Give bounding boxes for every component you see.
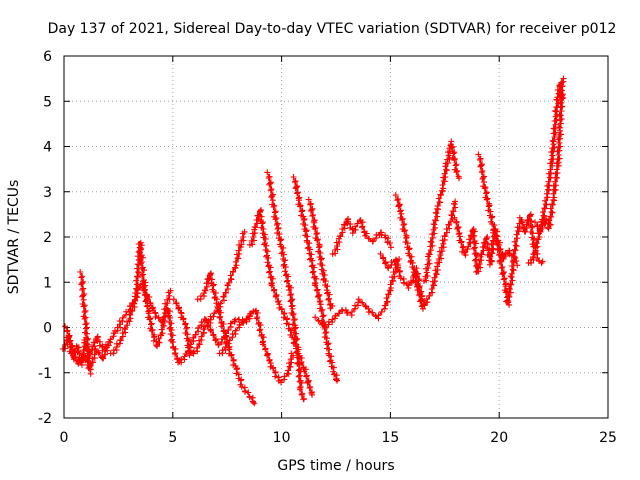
- series-markers: [290, 174, 340, 384]
- x-axis-label: GPS time / hours: [277, 458, 394, 474]
- series-track-20: [532, 75, 567, 235]
- series-markers: [329, 215, 394, 257]
- y-axis-label: SDTVAR / TECUs: [6, 180, 22, 295]
- series-track-4: [107, 239, 174, 357]
- series-line: [174, 232, 246, 356]
- series-markers: [305, 196, 336, 312]
- y-tick-label: -1: [38, 366, 52, 382]
- y-tick-label: -2: [38, 411, 52, 427]
- series-track-12: [312, 256, 403, 331]
- series-track-2: [62, 323, 112, 373]
- x-tick-label: 5: [168, 430, 177, 446]
- x-tick-label: 20: [490, 430, 508, 446]
- series-track-16: [421, 138, 463, 285]
- series-markers: [170, 228, 248, 359]
- x-tick-label: 10: [273, 430, 291, 446]
- series-track-7: [216, 307, 297, 386]
- y-tick-label: 3: [43, 185, 52, 201]
- series-line: [455, 218, 518, 274]
- chart-title: Day 137 of 2021, Sidereal Day-to-day VTE…: [48, 21, 617, 37]
- series-track-10: [290, 174, 340, 384]
- y-tick-label: 5: [43, 94, 52, 110]
- series-markers: [475, 151, 546, 308]
- data-series: [59, 75, 567, 407]
- grid-lines: [64, 56, 608, 418]
- series-markers: [264, 169, 307, 403]
- x-tick-label: 0: [60, 430, 69, 446]
- series-track-15: [377, 198, 459, 309]
- plot-frame: [63, 55, 609, 419]
- series-track-18: [475, 151, 546, 308]
- series-track-6: [194, 270, 258, 407]
- y-tick-label: 0: [43, 321, 52, 337]
- series-track-11: [305, 196, 336, 312]
- series-markers: [62, 323, 112, 373]
- series-markers: [312, 256, 403, 331]
- tick-labels: 0 5 10 15 20 25 -2 -1 0 1 2 3 4 5 6: [38, 49, 617, 446]
- x-tick-label: 15: [381, 430, 399, 446]
- x-tick-label: 25: [599, 430, 617, 446]
- series-track-13: [329, 215, 394, 257]
- y-tick-label: 2: [43, 230, 52, 246]
- series-markers: [194, 270, 258, 407]
- series-track-9: [264, 169, 307, 403]
- series-markers: [216, 307, 297, 386]
- series-track-3: [77, 269, 94, 377]
- series-markers: [377, 198, 459, 309]
- series-markers: [532, 75, 567, 235]
- series-markers: [107, 239, 174, 357]
- y-tick-label: 1: [43, 275, 52, 291]
- y-tick-label: 6: [43, 49, 52, 65]
- series-markers: [421, 138, 463, 285]
- y-tick-label: 4: [43, 140, 52, 156]
- series-track-5: [170, 228, 248, 359]
- series-markers: [77, 269, 94, 377]
